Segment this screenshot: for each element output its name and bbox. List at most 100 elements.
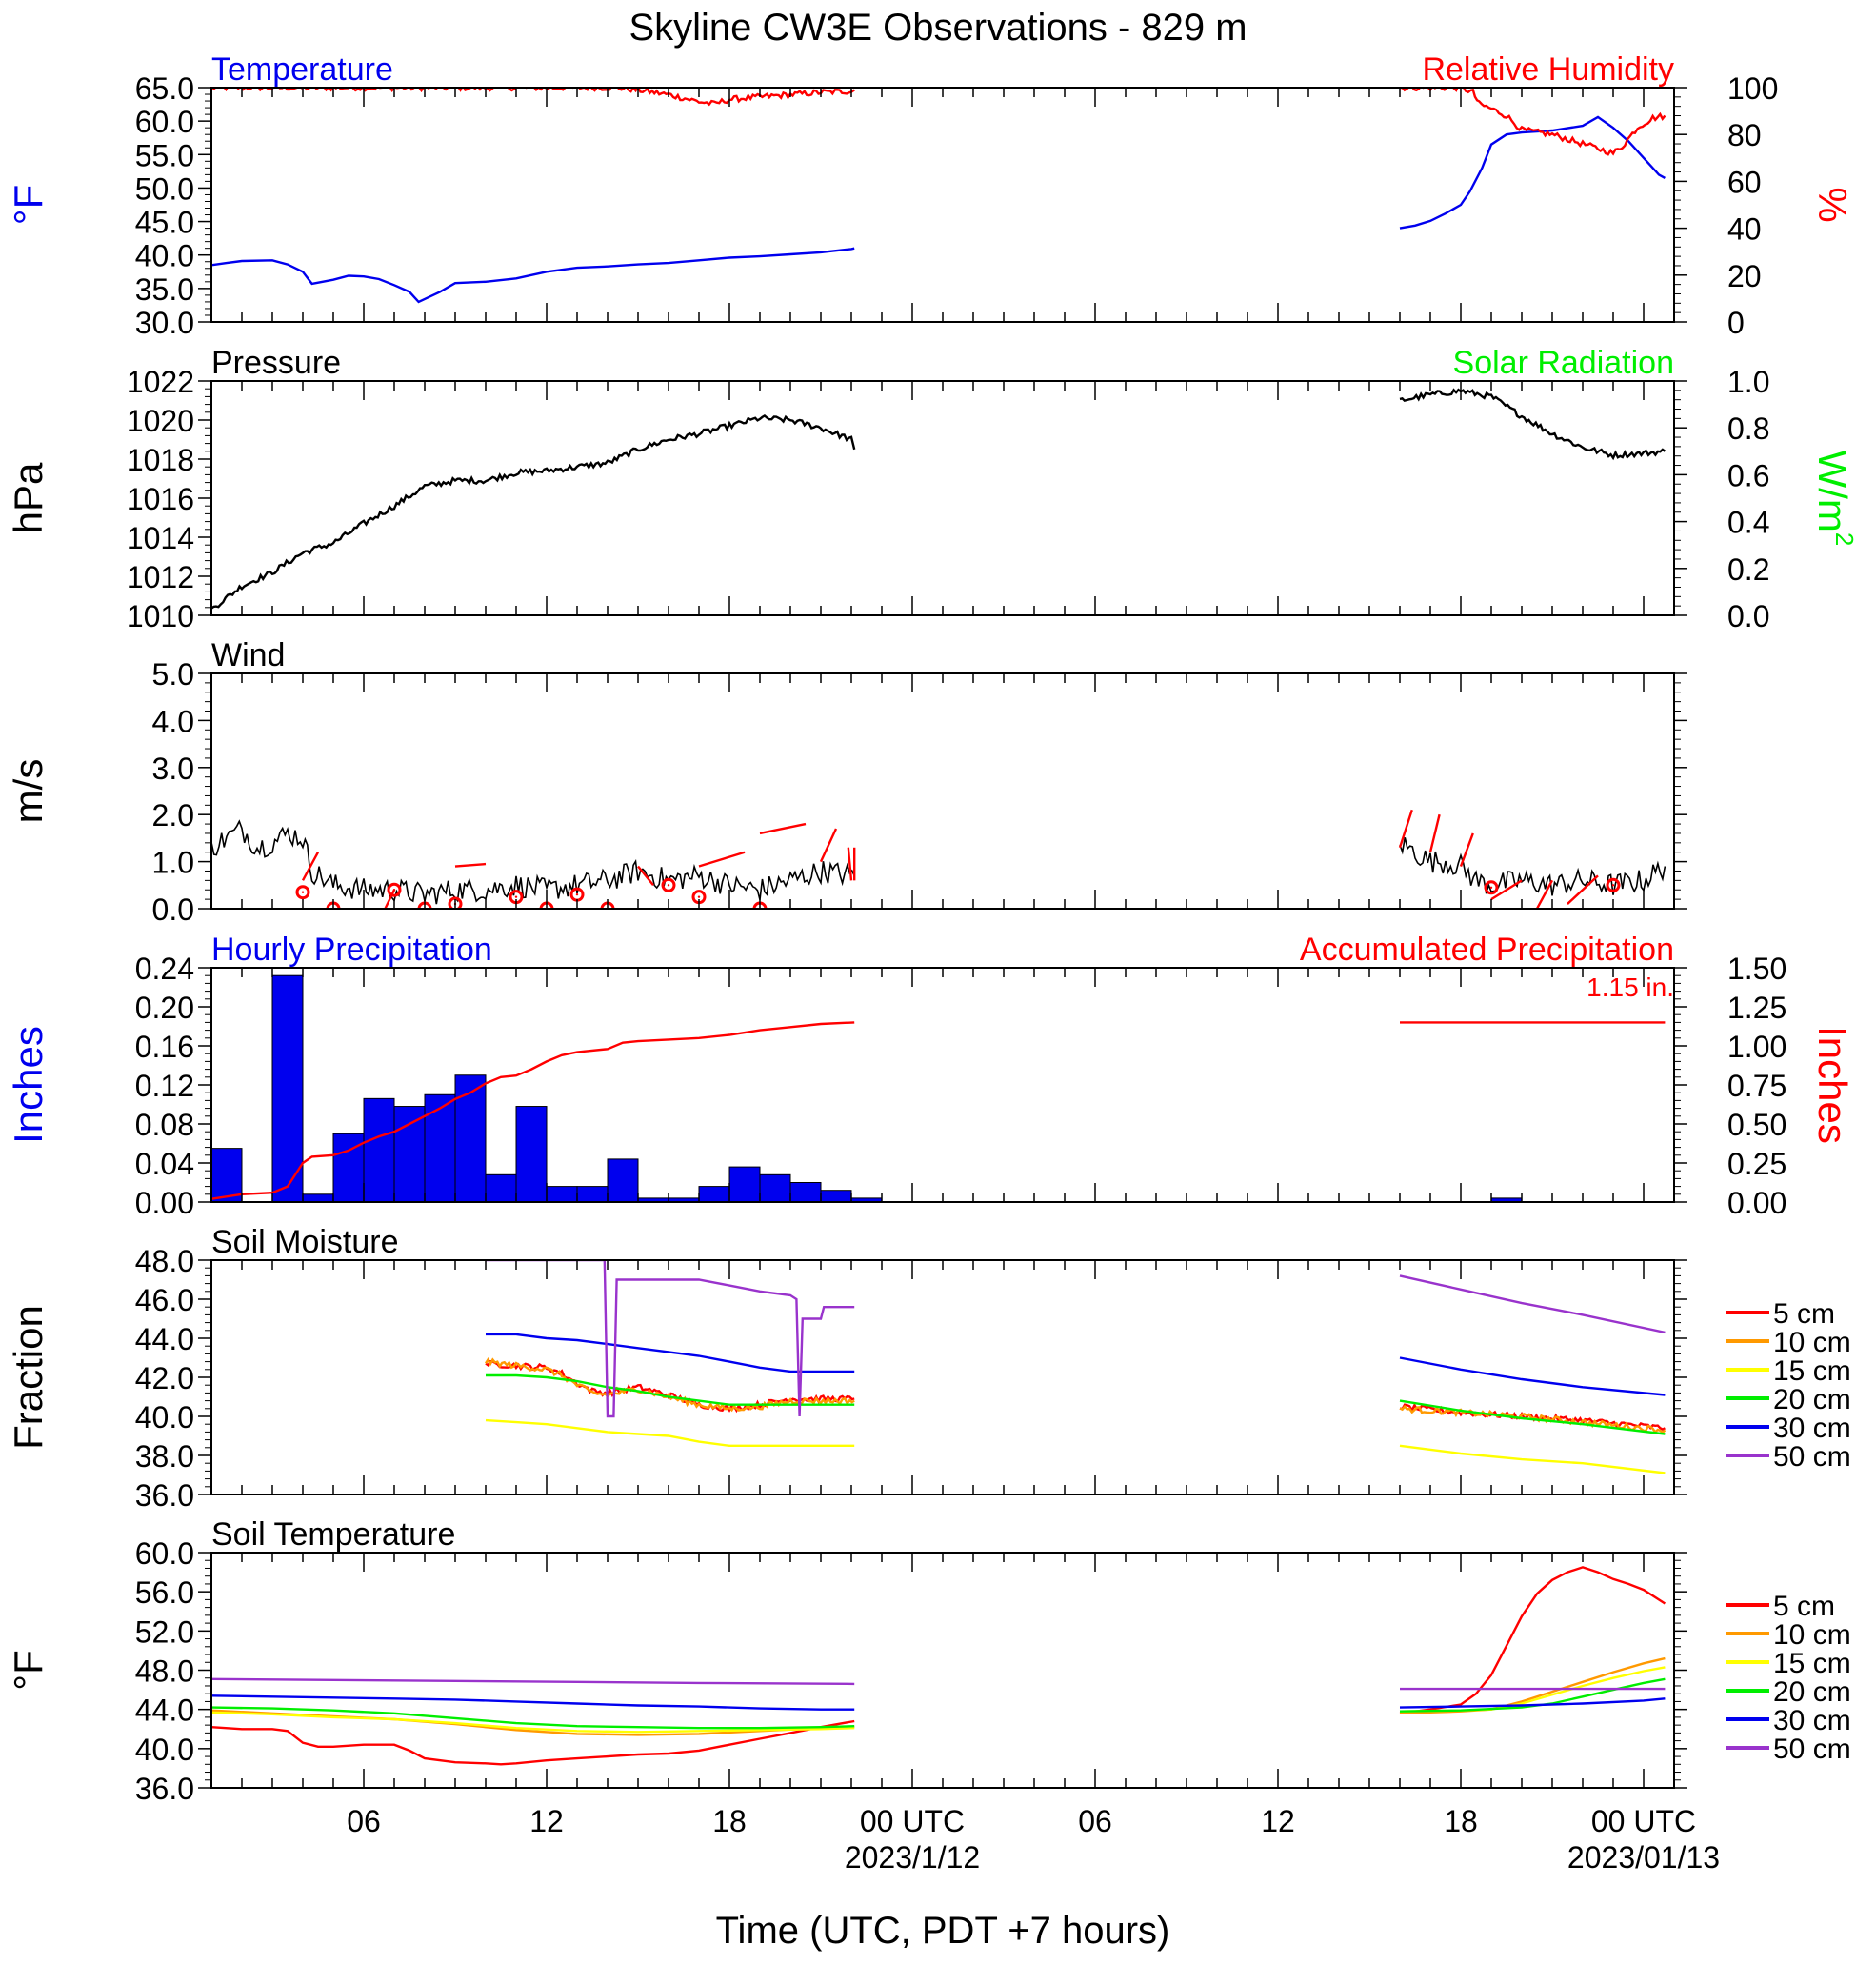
series-line-wind <box>1399 837 1666 896</box>
x-tick-label: 12 <box>529 1804 564 1838</box>
accumulated-total-annotation: 1.15 in. <box>1587 972 1674 1002</box>
y-tick-label-right: 0.00 <box>1727 1186 1786 1220</box>
wind-barb <box>384 889 396 909</box>
legend-label: 5 cm <box>1773 1298 1835 1330</box>
y-tick-label-left: 1010 <box>127 599 194 633</box>
wind-barb <box>759 822 807 835</box>
series-line-20-cm <box>486 1373 855 1406</box>
precip-bar <box>393 1106 426 1202</box>
precip-bar <box>607 1158 639 1202</box>
series-line-30-cm <box>211 1694 855 1711</box>
y-tick-label-right: 1.50 <box>1727 952 1786 986</box>
legend-label: 15 cm <box>1773 1355 1851 1387</box>
series-line-wind <box>211 819 855 905</box>
x-tick-label: 06 <box>1078 1804 1112 1838</box>
panel-wind: 0.0 1.0 2.0 3.0 4.0 5.0 Wind m/s <box>6 637 1687 927</box>
y-tick-label-left: 52.0 <box>135 1614 194 1649</box>
x-tick-label: 18 <box>1444 1804 1478 1838</box>
plot-area <box>211 388 1666 610</box>
legend-label: 30 cm <box>1773 1413 1851 1444</box>
y-tick-label-right: 1.25 <box>1727 991 1786 1025</box>
y-tick-label-left: 40.0 <box>135 1400 194 1434</box>
wind-calm-circle <box>295 885 310 900</box>
panel-pressure: 1010 1012 1014 1016 1018 1020 1022 0.0 0.2 0.4 0.6… <box>6 345 1859 633</box>
panel-frame <box>210 1552 1675 1789</box>
y-axis-label-left: hPa <box>6 462 50 533</box>
panel-temp-rh: 30.035.040.045.050.055.060.065.0 0 20 40 60 8… <box>6 51 1855 340</box>
y-tick-label-left: 0.04 <box>135 1147 194 1181</box>
y-tick-label-right: 0.25 <box>1727 1147 1786 1181</box>
wind-barb <box>1398 809 1413 849</box>
wind-barb <box>698 851 746 868</box>
y-tick-label-right: 80 <box>1727 118 1762 152</box>
series-line-5-cm <box>1399 1566 1666 1714</box>
x-tick-label: 06 <box>347 1804 381 1838</box>
y-tick-label-left: 5.0 <box>152 657 194 692</box>
series-line-15-cm <box>1399 1444 1666 1474</box>
panel-title-right: Solar Radiation <box>1453 345 1674 381</box>
series-line-50-cm <box>211 1677 855 1686</box>
y-tick-label-right: 60 <box>1727 165 1762 199</box>
x-tick-label: 00 UTC <box>1591 1804 1696 1838</box>
precip-bar <box>820 1190 852 1202</box>
precip-bar <box>302 1193 334 1202</box>
panel-precip: 0.00 0.04 0.08 0.12 0.16 0.20 0.24 0.00 0.25 0.50… <box>6 932 1855 1220</box>
wind-barb <box>1459 832 1474 867</box>
y-tick-label-left: 45.0 <box>135 206 194 240</box>
wind-calm-dot <box>392 889 396 892</box>
series-line-pressure <box>211 414 856 610</box>
y-tick-label-left: 44.0 <box>135 1694 194 1728</box>
y-tick-label-right: 0.4 <box>1727 506 1769 540</box>
series-line-10-cm <box>211 1709 855 1736</box>
y-tick-label-left: 50.0 <box>135 171 194 206</box>
y-tick-label-left: 40.0 <box>135 1733 194 1767</box>
y-tick-label-left: 40.0 <box>135 239 194 273</box>
y-tick-label-left: 3.0 <box>152 752 194 786</box>
y-tick-label-left: 0.0 <box>152 892 194 927</box>
series-line-relative-humidity <box>211 88 855 107</box>
y-tick-label-right: 0.50 <box>1727 1108 1786 1142</box>
x-tick-label: 00 UTC <box>860 1804 965 1838</box>
panel-title-left: Soil Temperature <box>211 1516 455 1553</box>
wind-calm-dot <box>1489 886 1493 889</box>
precip-bar <box>698 1186 730 1202</box>
series-line-30-cm <box>1399 1697 1666 1709</box>
wind-barb <box>454 862 487 868</box>
y-tick-label-left: 38.0 <box>135 1439 194 1474</box>
wind-calm-dot <box>667 884 670 887</box>
plot-area <box>211 88 1666 304</box>
y-tick-label-left: 0.12 <box>135 1069 194 1103</box>
y-tick-label-left: 0.08 <box>135 1108 194 1142</box>
series-line-20-cm <box>1399 1677 1666 1713</box>
y-tick-label-right: 0.0 <box>1727 599 1769 633</box>
y-tick-label-left: 0.00 <box>135 1186 194 1220</box>
panel-title-right: Relative Humidity <box>1422 51 1674 88</box>
y-tick-label-left: 60.0 <box>135 105 194 139</box>
y-tick-label-left: 36.0 <box>135 1478 194 1513</box>
legend-label: 15 cm <box>1773 1648 1851 1679</box>
series-line-relative-humidity <box>1399 88 1666 156</box>
wind-barb <box>1428 813 1441 853</box>
y-tick-label-left: 1018 <box>127 443 194 477</box>
legend-label: 50 cm <box>1773 1441 1851 1473</box>
y-tick-label-right: 1.00 <box>1727 1030 1786 1064</box>
precip-bar <box>211 1148 243 1202</box>
y-tick-label-right: 0.75 <box>1727 1069 1786 1103</box>
y-tick-label-left: 44.0 <box>135 1322 194 1356</box>
y-tick-label-right: 40 <box>1727 212 1762 247</box>
legend-label: 10 cm <box>1773 1327 1851 1358</box>
y-tick-label-left: 4.0 <box>152 704 194 738</box>
y-tick-label-left: 1020 <box>127 404 194 438</box>
y-axis-label-left: °F <box>6 185 50 225</box>
y-tick-label-right: 0.8 <box>1727 411 1769 446</box>
wind-calm-circle <box>448 896 463 909</box>
y-axis-label-right-text: W/m <box>1810 451 1855 532</box>
y-tick-label-left: 0.16 <box>135 1030 194 1064</box>
panel-title-right: Accumulated Precipitation <box>1300 932 1674 968</box>
x-tick-date-label: 2023/1/12 <box>845 1840 980 1875</box>
legend-label: 30 cm <box>1773 1705 1851 1736</box>
wind-calm-dot <box>697 895 701 898</box>
plot-area <box>211 974 1666 1202</box>
panel-title-left: Hourly Precipitation <box>211 932 492 968</box>
y-tick-label-left: 36.0 <box>135 1772 194 1806</box>
